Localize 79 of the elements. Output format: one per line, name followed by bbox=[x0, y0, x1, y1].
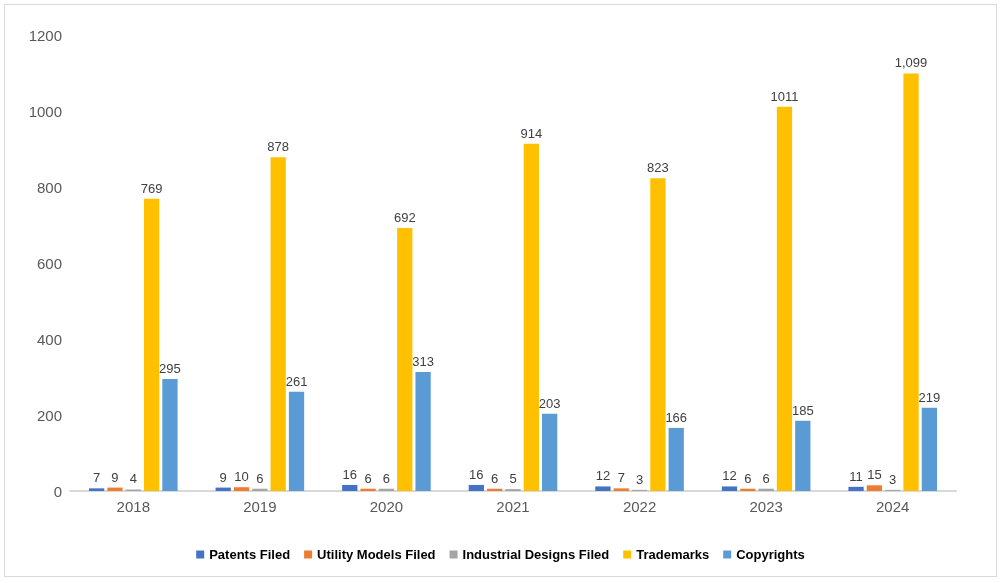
data-label: 10 bbox=[234, 469, 249, 485]
bar bbox=[288, 391, 305, 491]
data-label: 6 bbox=[744, 470, 752, 486]
bar bbox=[468, 484, 484, 491]
x-tick-label: 2022 bbox=[622, 498, 657, 515]
bar bbox=[848, 486, 864, 491]
data-label: 313 bbox=[412, 354, 434, 370]
data-label: 6 bbox=[762, 470, 770, 486]
bar bbox=[107, 487, 123, 491]
y-tick-label: 200 bbox=[36, 406, 62, 424]
data-label: 11 bbox=[849, 468, 863, 484]
data-label: 878 bbox=[267, 139, 290, 155]
bar bbox=[613, 488, 629, 491]
bar bbox=[650, 178, 666, 491]
x-tick-label: 2020 bbox=[369, 498, 404, 515]
bar bbox=[903, 73, 919, 491]
bar bbox=[415, 372, 431, 491]
data-label: 12 bbox=[595, 468, 611, 484]
y-tick-label: 400 bbox=[36, 330, 62, 348]
bar bbox=[866, 485, 883, 491]
data-label: 7 bbox=[93, 470, 101, 486]
data-label: 5 bbox=[509, 471, 517, 487]
data-label: 769 bbox=[140, 180, 163, 196]
legend-label: Patents Filed bbox=[209, 547, 291, 562]
data-label: 692 bbox=[393, 210, 416, 226]
bar bbox=[88, 488, 105, 491]
data-label: 823 bbox=[647, 160, 669, 176]
data-label: 9 bbox=[111, 469, 119, 485]
data-label: 914 bbox=[520, 125, 543, 141]
legend-label: Utility Models Filed bbox=[317, 547, 436, 562]
data-label: 6 bbox=[364, 470, 372, 486]
data-label: 295 bbox=[159, 360, 181, 376]
bar bbox=[143, 198, 160, 491]
data-label: 16 bbox=[469, 466, 484, 482]
bar bbox=[523, 143, 539, 491]
bar bbox=[397, 228, 413, 491]
data-label: 261 bbox=[285, 373, 308, 389]
bar bbox=[921, 407, 938, 491]
bar bbox=[270, 157, 286, 491]
bar bbox=[795, 420, 811, 491]
data-label: 6 bbox=[491, 470, 499, 486]
y-tick-label: 0 bbox=[53, 482, 62, 500]
x-tick-label: 2024 bbox=[876, 498, 910, 515]
x-tick-label: 2019 bbox=[243, 498, 277, 515]
data-label: 203 bbox=[538, 395, 561, 411]
bar bbox=[668, 427, 684, 491]
bar bbox=[360, 488, 376, 491]
bar bbox=[233, 487, 250, 491]
x-tick-label: 2018 bbox=[116, 498, 150, 515]
data-label: 185 bbox=[791, 402, 814, 418]
bar bbox=[776, 106, 793, 491]
data-label: 9 bbox=[219, 469, 227, 485]
x-tick-label: 2023 bbox=[749, 498, 783, 515]
data-label: 6 bbox=[382, 470, 391, 486]
data-label: 219 bbox=[918, 389, 941, 405]
data-label: 16 bbox=[342, 466, 357, 482]
y-tick-label: 1000 bbox=[28, 102, 62, 120]
data-label: 7 bbox=[617, 470, 625, 486]
data-label: 4 bbox=[129, 471, 137, 487]
legend-label: Industrial Designs Filed bbox=[462, 547, 610, 562]
bar bbox=[595, 486, 611, 491]
data-label: 3 bbox=[889, 471, 897, 487]
y-tick-label: 1200 bbox=[28, 26, 62, 44]
x-tick-label: 2021 bbox=[496, 498, 530, 515]
legend-label: Copyrights bbox=[736, 547, 805, 562]
data-label: 1011 bbox=[770, 88, 799, 104]
legend-label: Trademarks bbox=[636, 547, 710, 562]
data-label: 166 bbox=[665, 409, 688, 425]
data-label: 12 bbox=[722, 468, 737, 484]
bar bbox=[342, 484, 358, 491]
y-tick-label: 800 bbox=[36, 178, 62, 196]
data-label: 1,099 bbox=[894, 55, 928, 71]
bar bbox=[162, 378, 178, 491]
bar bbox=[721, 486, 738, 491]
data-label: 15 bbox=[867, 467, 882, 483]
bar bbox=[542, 413, 558, 491]
y-tick-label: 600 bbox=[36, 254, 62, 272]
data-label: 6 bbox=[256, 470, 264, 486]
data-label: 3 bbox=[635, 471, 644, 487]
